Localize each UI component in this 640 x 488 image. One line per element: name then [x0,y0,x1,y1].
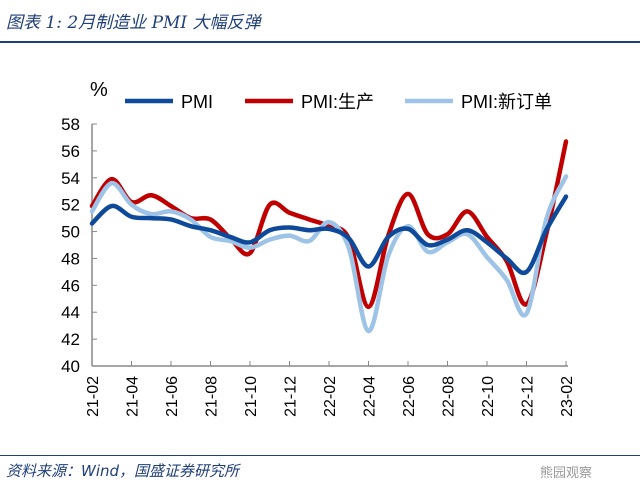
chart-title: 图表 1: 2月制造业 PMI 大幅反弹 [6,13,261,33]
x-tick-label: 22-08 [441,376,458,417]
footer-divider [0,455,640,456]
y-tick-label: 48 [61,249,80,268]
x-tick-label: 21-04 [125,376,142,417]
y-tick-label: 40 [61,357,80,376]
source-note: 资料来源：Wind，国盛证券研究所 [6,462,240,480]
y-tick-label: 46 [61,276,80,295]
x-tick-label: 21-08 [204,376,221,417]
y-tick-label: 52 [61,196,80,215]
title-divider [0,41,640,43]
y-tick-label: 58 [61,115,80,134]
x-tick-label: 22-10 [480,376,497,417]
x-tick-label: 21-10 [243,376,260,417]
x-tick-label: 22-02 [322,376,339,417]
x-tick-label: 21-02 [85,376,102,417]
y-axis-label: % [90,79,108,101]
y-tick-label: 50 [61,223,80,242]
y-tick-label: 54 [61,169,80,188]
y-tick-label: 56 [61,142,80,161]
x-tick-label: 21-12 [283,376,300,417]
x-tick-label: 23-02 [559,376,576,417]
y-tick-label: 44 [61,303,80,322]
watermark: 熊园观察 [540,466,593,481]
x-tick-label: 22-12 [520,376,537,417]
legend-label: PMI:新订单 [461,92,552,112]
series-line-0 [89,194,569,276]
legend-label: PMI:生产 [301,92,374,112]
x-tick-label: 22-04 [362,376,379,417]
x-tick-label: 22-06 [401,376,418,417]
y-tick-label: 42 [61,330,80,349]
x-tick-label: 21-06 [164,376,181,417]
legend-label: PMI [181,92,213,112]
